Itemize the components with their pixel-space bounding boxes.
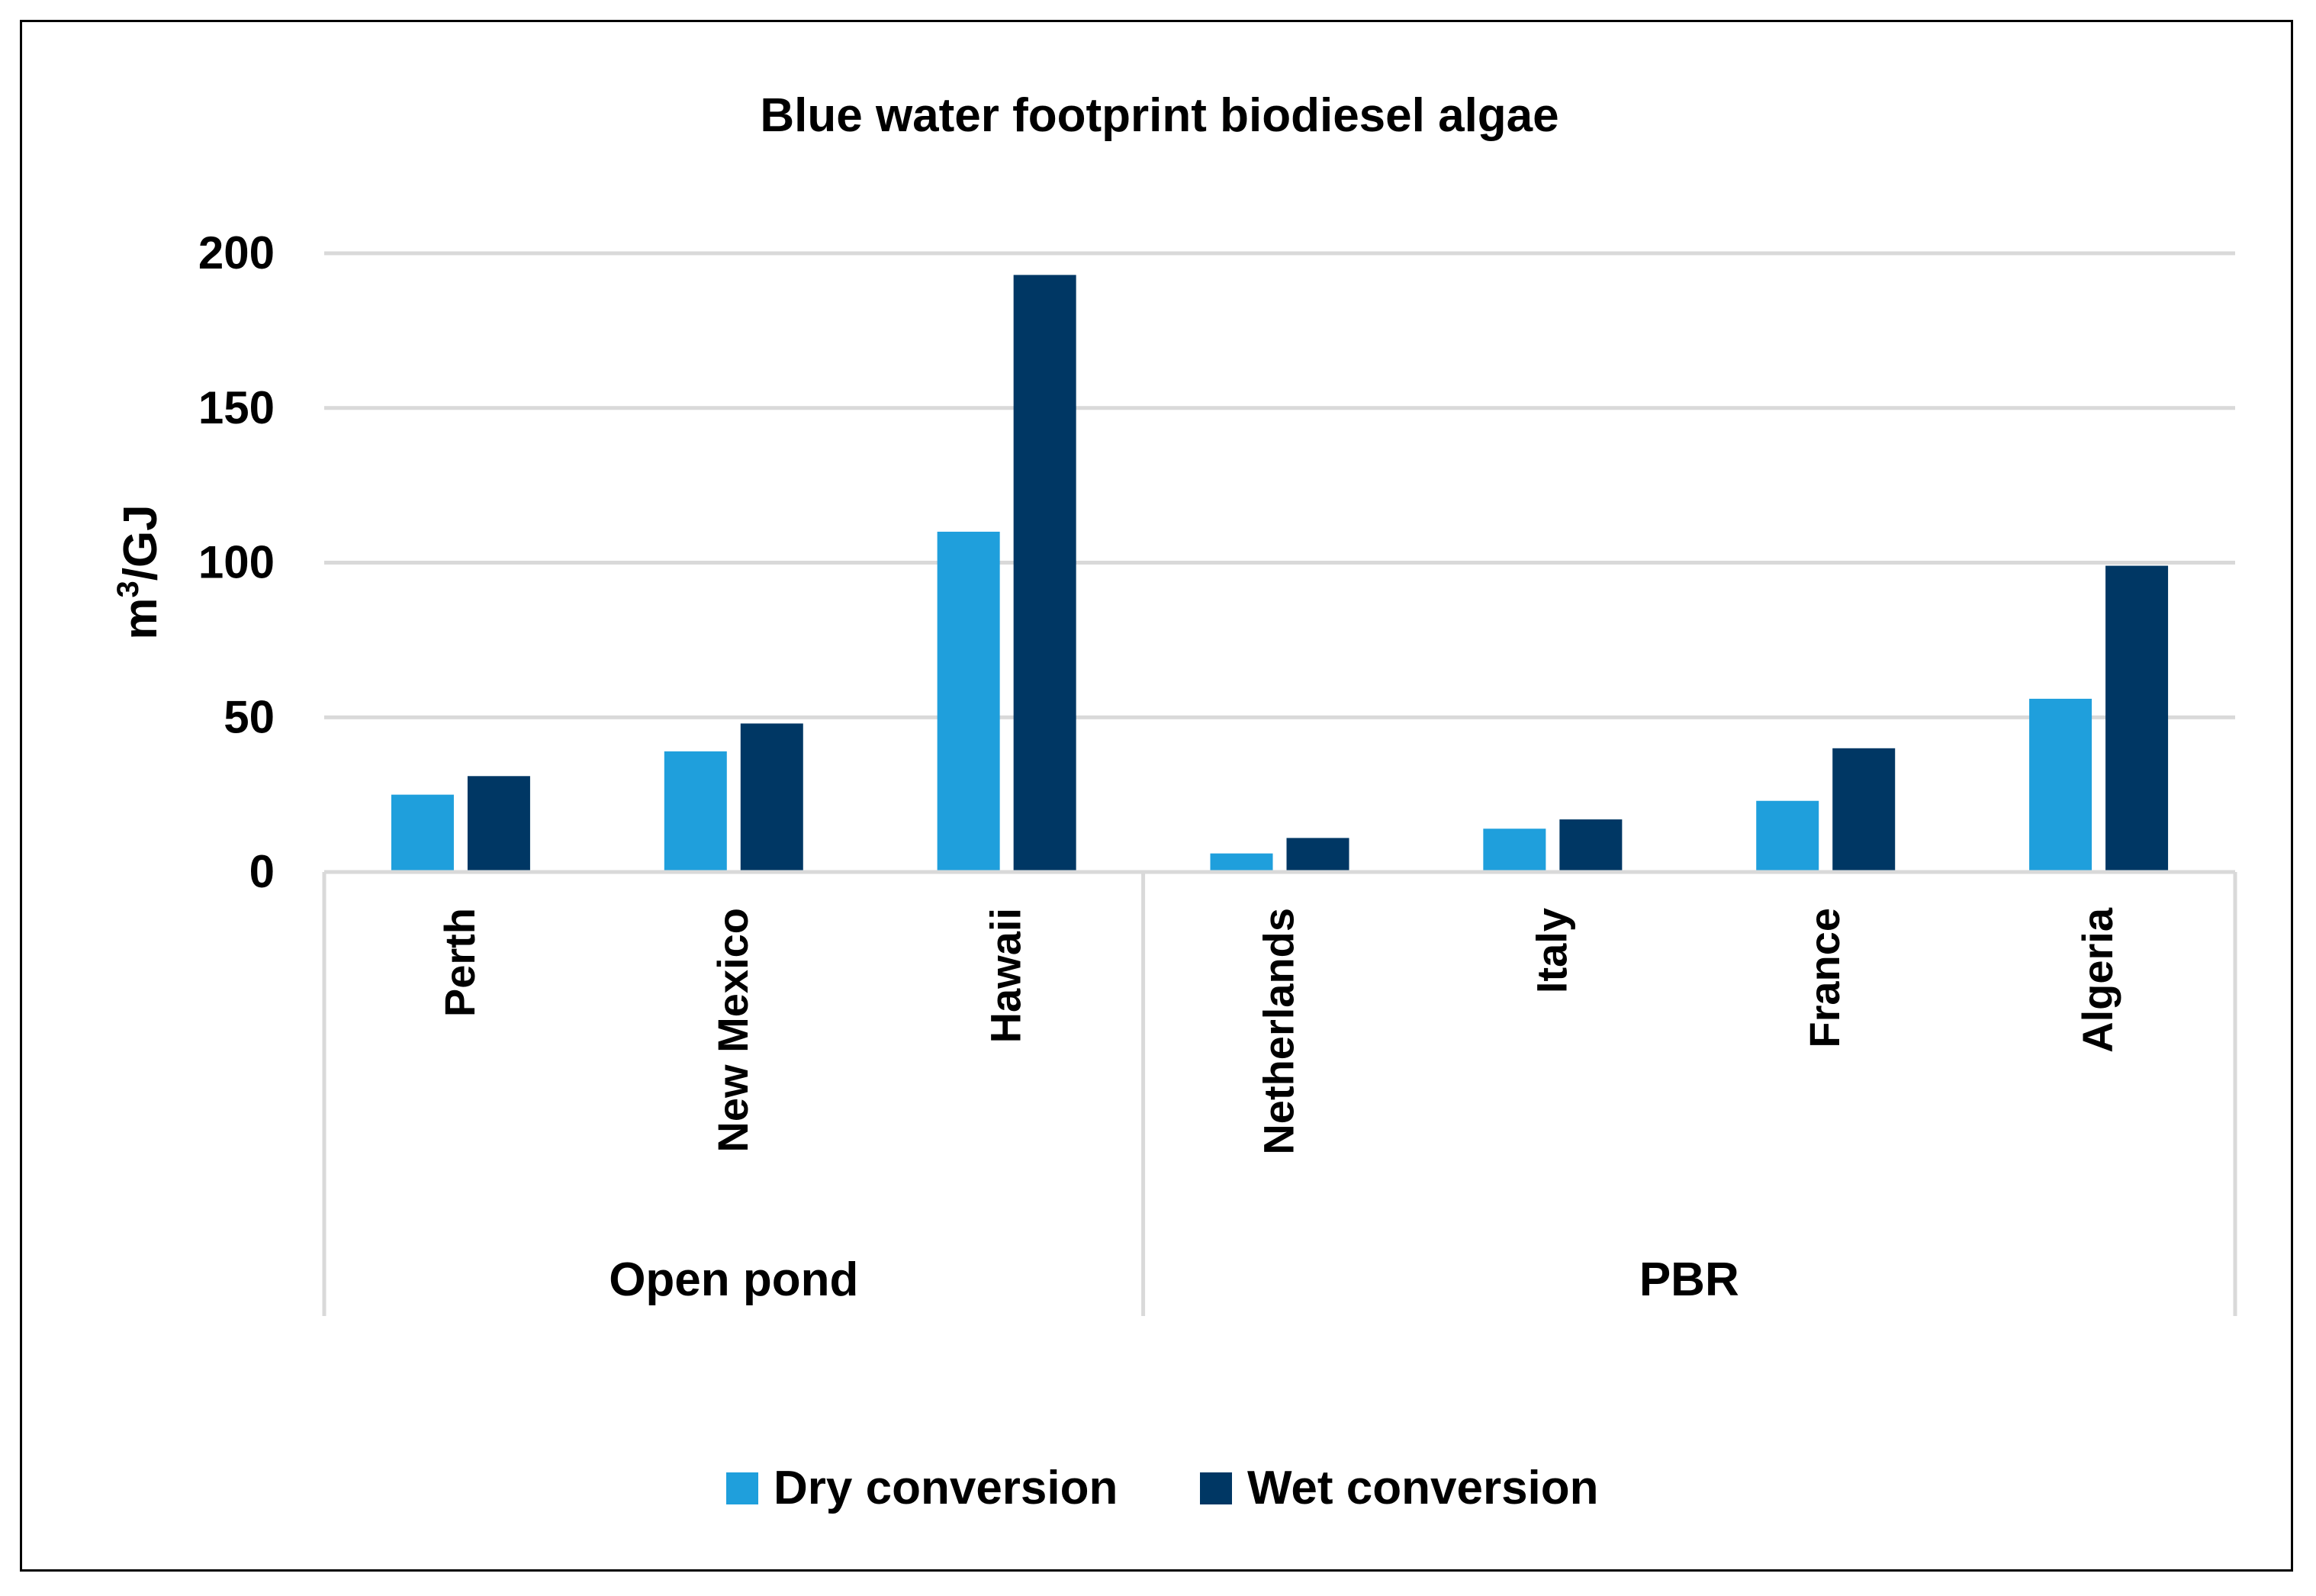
- x-tick-label: Hawaii: [982, 908, 1030, 1043]
- y-axis-label-rest: /GJ: [114, 504, 167, 581]
- bar-wet-perth: [467, 776, 530, 872]
- bar-wet-new-mexico: [740, 723, 803, 872]
- x-tick-label: France: [1800, 908, 1848, 1048]
- y-tick-label: 100: [198, 537, 275, 588]
- bar-dry-algeria: [2029, 698, 2092, 872]
- bar-wet-algeria: [2105, 565, 2169, 872]
- x-tick-label: Perth: [436, 908, 484, 1017]
- y-axis-ticks: 0 50 100 150 200: [198, 227, 275, 897]
- bar-wet-italy: [1559, 819, 1623, 872]
- x-tick-label: Algeria: [2073, 907, 2121, 1053]
- legend-swatch: [1200, 1472, 1232, 1504]
- bar-dry-perth: [391, 794, 454, 872]
- chart-title: Blue water footprint biodiesel algae: [760, 89, 1558, 142]
- y-tick-label: 50: [224, 691, 275, 742]
- gridlines: [324, 251, 2235, 719]
- bar-dry-france: [1756, 800, 1819, 872]
- x-tick-label: Italy: [1527, 908, 1575, 993]
- bar-dry-new-mexico: [664, 751, 727, 872]
- group-label: PBR: [1639, 1253, 1739, 1306]
- y-tick-label: 0: [249, 846, 275, 897]
- y-tick-label: 200: [198, 227, 275, 278]
- bar-wet-netherlands: [1286, 838, 1349, 872]
- chart-frame: [20, 20, 2293, 1572]
- x-axis: [322, 870, 2237, 1316]
- y-axis-label-base: m: [114, 598, 167, 640]
- bars: [391, 275, 2169, 872]
- bar-wet-france: [1832, 748, 1896, 872]
- legend-swatch: [726, 1472, 758, 1504]
- legend: Dry conversion Wet conversion: [726, 1462, 1599, 1514]
- group-label: Open pond: [609, 1253, 858, 1306]
- bar-dry-hawaii: [937, 531, 1000, 872]
- legend-label: Dry conversion: [774, 1462, 1118, 1514]
- group-labels: Open pond PBR: [609, 1253, 1739, 1306]
- bar-dry-netherlands: [1210, 853, 1273, 872]
- y-axis-label-superscript: 3: [111, 581, 145, 597]
- legend-label: Wet conversion: [1247, 1462, 1599, 1514]
- bar-wet-hawaii: [1013, 275, 1076, 872]
- y-axis-label: m3/GJ: [111, 504, 167, 639]
- category-labels: Perth New Mexico Hawaii Netherlands Italy Fra…: [436, 907, 2121, 1154]
- y-tick-label: 150: [198, 382, 275, 433]
- x-tick-label: New Mexico: [709, 908, 757, 1153]
- bar-dry-italy: [1483, 829, 1546, 872]
- x-tick-label: Netherlands: [1255, 908, 1303, 1155]
